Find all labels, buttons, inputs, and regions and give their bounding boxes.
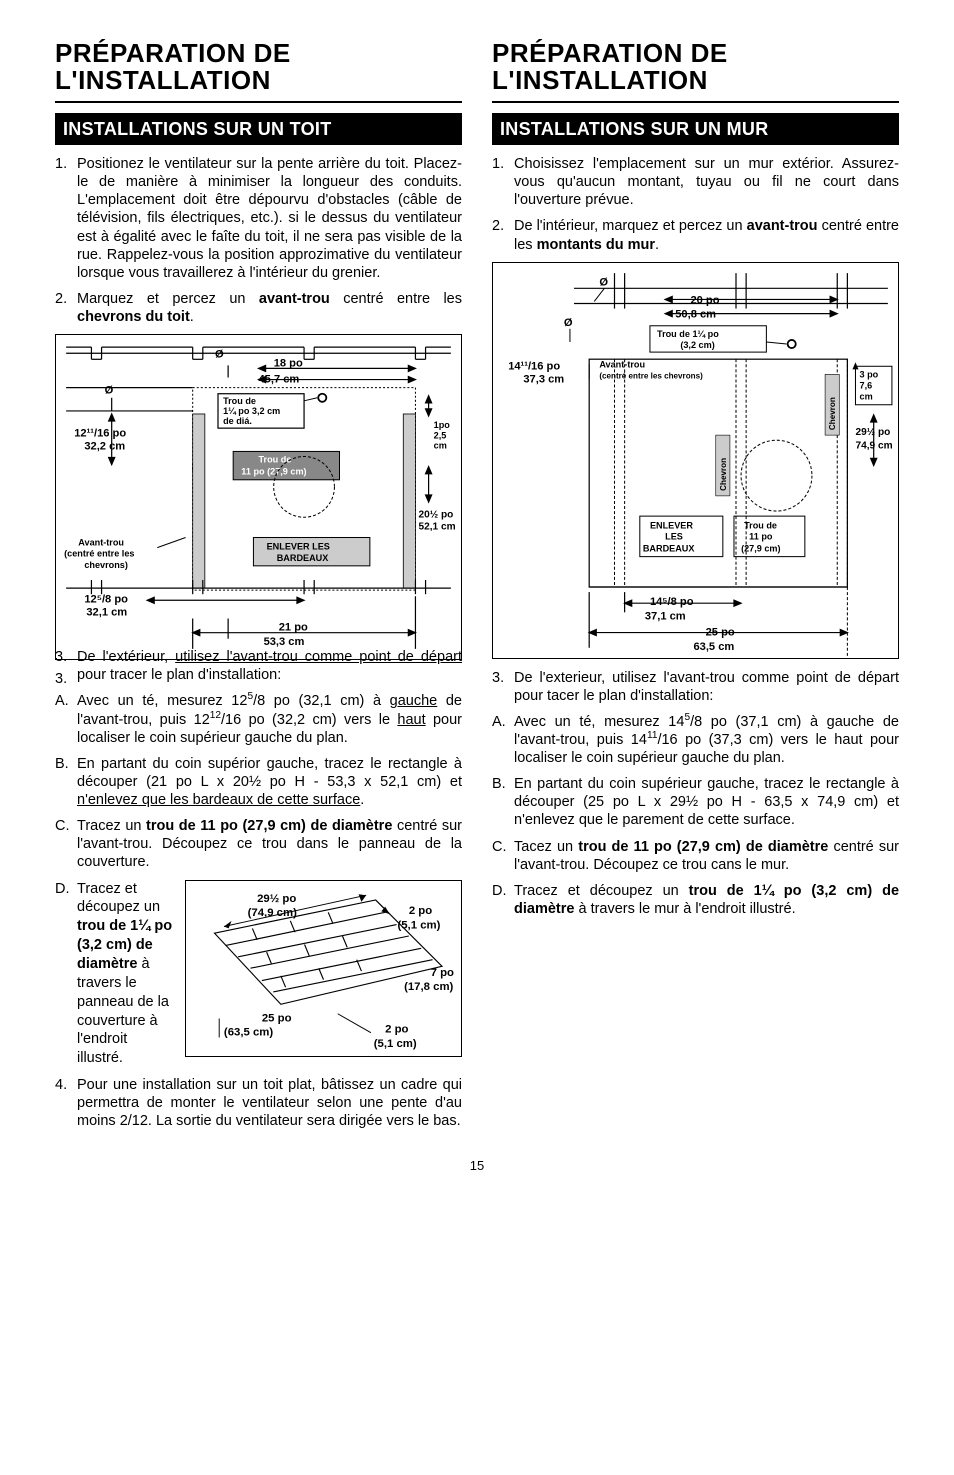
svg-text:32,1 cm: 32,1 cm [86,607,127,619]
svg-text:11 po (27,9 cm): 11 po (27,9 cm) [241,467,306,477]
svg-text:Trou de: Trou de [259,455,292,465]
svg-text:(centré entre les: (centré entre les [64,549,134,559]
svg-text:20½ po: 20½ po [418,509,453,520]
svg-text:(27,9 cm): (27,9 cm) [741,543,781,553]
svg-text:63,5 cm: 63,5 cm [693,640,734,652]
left-step-3b: De l'extérieur, utilisez l'avant-trou co… [55,648,462,684]
svg-text:7,6: 7,6 [860,380,873,390]
svg-text:1po: 1po [434,420,451,430]
svg-text:Trou de 1¼ po: Trou de 1¼ po [657,329,719,339]
svg-text:29½ po: 29½ po [257,892,296,904]
left-item-c: Tracez un trou de 11 po (27,9 cm) de dia… [55,817,462,871]
left-step-1: Positionez le ventilateur sur la pente a… [55,155,462,282]
svg-text:20 po: 20 po [690,294,719,306]
left-step-4: Pour une installation sur un toit plat, … [55,1076,462,1130]
svg-text:(3,2 cm): (3,2 cm) [680,340,714,350]
svg-text:3 po: 3 po [860,369,879,379]
svg-text:Avant-trou: Avant-trou [78,538,124,548]
right-item-b: En partant du coin supérieur gauche, tra… [492,775,899,829]
svg-text:14⁵/8 po: 14⁵/8 po [650,596,694,608]
svg-text:LES: LES [665,531,683,541]
svg-text:2,5: 2,5 [434,430,447,440]
svg-text:2 po: 2 po [409,905,432,917]
svg-text:11 po: 11 po [749,531,773,541]
svg-text:21 po: 21 po [279,622,308,634]
svg-text:2 po: 2 po [385,1023,408,1035]
svg-text:chevrons): chevrons) [84,560,128,570]
svg-text:ENLEVER LES: ENLEVER LES [267,542,330,552]
svg-text:(63,5 cm): (63,5 cm) [224,1026,273,1038]
svg-text:25 po: 25 po [262,1012,292,1024]
svg-text:Avant-trou: Avant-trou [599,359,645,369]
svg-text:Ø: Ø [599,276,608,288]
left-item-a: Avec un té, mesurez 125/8 po (32,1 cm) à… [55,692,462,746]
svg-text:1¼ po 3,2 cm: 1¼ po 3,2 cm [223,406,280,416]
svg-text:Ø: Ø [215,348,224,360]
svg-text:18 po: 18 po [274,358,303,370]
svg-text:37,1 cm: 37,1 cm [645,610,686,622]
svg-text:Ø: Ø [105,385,114,397]
right-rule [492,101,899,103]
svg-text:Chevron: Chevron [828,397,837,430]
svg-text:BARDEAUX: BARDEAUX [643,543,695,553]
svg-text:de diá.: de diá. [223,416,252,426]
right-title: PRÉPARATION DE L'INSTALLATION [492,40,899,95]
right-section-bar: INSTALLATIONS SUR UN MUR [492,113,899,146]
svg-text:(17,8 cm): (17,8 cm) [404,981,453,993]
svg-text:Ø: Ø [564,316,573,328]
wall-diagram: Ø 20 po 50,8 cm Ø Trou de 1¼ po (3,2 cm) [492,262,899,659]
svg-text:29½ po: 29½ po [855,427,890,438]
right-step-3: De l'exterieur, utilisez l'avant-trou co… [492,669,899,705]
right-step-2: De l'intérieur, marquez et percez un ava… [492,217,899,253]
svg-text:ENLEVER: ENLEVER [650,520,693,530]
svg-text:Trou de: Trou de [223,396,256,406]
left-item-d: Tracez et découpez un trou de 1¼ po (3,2… [55,880,462,1068]
svg-text:12⁵/8 po: 12⁵/8 po [84,594,128,606]
left-rule [55,101,462,103]
svg-text:cm: cm [434,441,447,451]
svg-text:cm: cm [860,391,873,401]
svg-text:52,1 cm: 52,1 cm [418,522,455,533]
left-title: PRÉPARATION DE L'INSTALLATION [55,40,462,95]
left-section-bar: INSTALLATIONS SUR UN TOIT [55,113,462,146]
left-item-b: En partant du coin supérior gauche, trac… [55,755,462,809]
right-step-1: Choisissez l'emplacement sur un mur exté… [492,155,899,209]
svg-text:Chevron: Chevron [719,458,728,491]
svg-text:50,8 cm: 50,8 cm [675,308,716,320]
svg-text:37,3 cm: 37,3 cm [523,373,564,385]
svg-text:Trou de: Trou de [744,520,777,530]
page-number: 15 [55,1158,899,1174]
svg-text:BARDEAUX: BARDEAUX [277,553,329,563]
right-item-c: Tacez un trou de 11 po (27,9 cm) de diam… [492,838,899,874]
shingle-diagram: 29½ po (74,9 cm) 2 po (5,1 cm) 7 po (17,… [185,880,462,1057]
svg-text:(74,9 cm): (74,9 cm) [248,907,297,919]
svg-text:14¹¹/16 po: 14¹¹/16 po [508,360,560,372]
left-step-2: Marquez et percez un avant-trou centré e… [55,290,462,326]
right-item-d: Tracez et découpez un trou de 1¼ po (3,2… [492,882,899,918]
svg-text:(5,1 cm): (5,1 cm) [397,919,440,931]
svg-text:12¹¹/16 po: 12¹¹/16 po [74,427,126,439]
svg-text:7 po: 7 po [431,966,454,978]
right-item-a: Avec un té, mesurez 145/8 po (37,1 cm) à… [492,713,899,767]
svg-text:(5,1 cm): (5,1 cm) [374,1038,417,1050]
svg-text:53,3 cm: 53,3 cm [264,636,305,648]
svg-text:32,2 cm: 32,2 cm [84,441,125,453]
roof-diagram: Ø 18 po 45,7 cm Ø [55,334,462,660]
